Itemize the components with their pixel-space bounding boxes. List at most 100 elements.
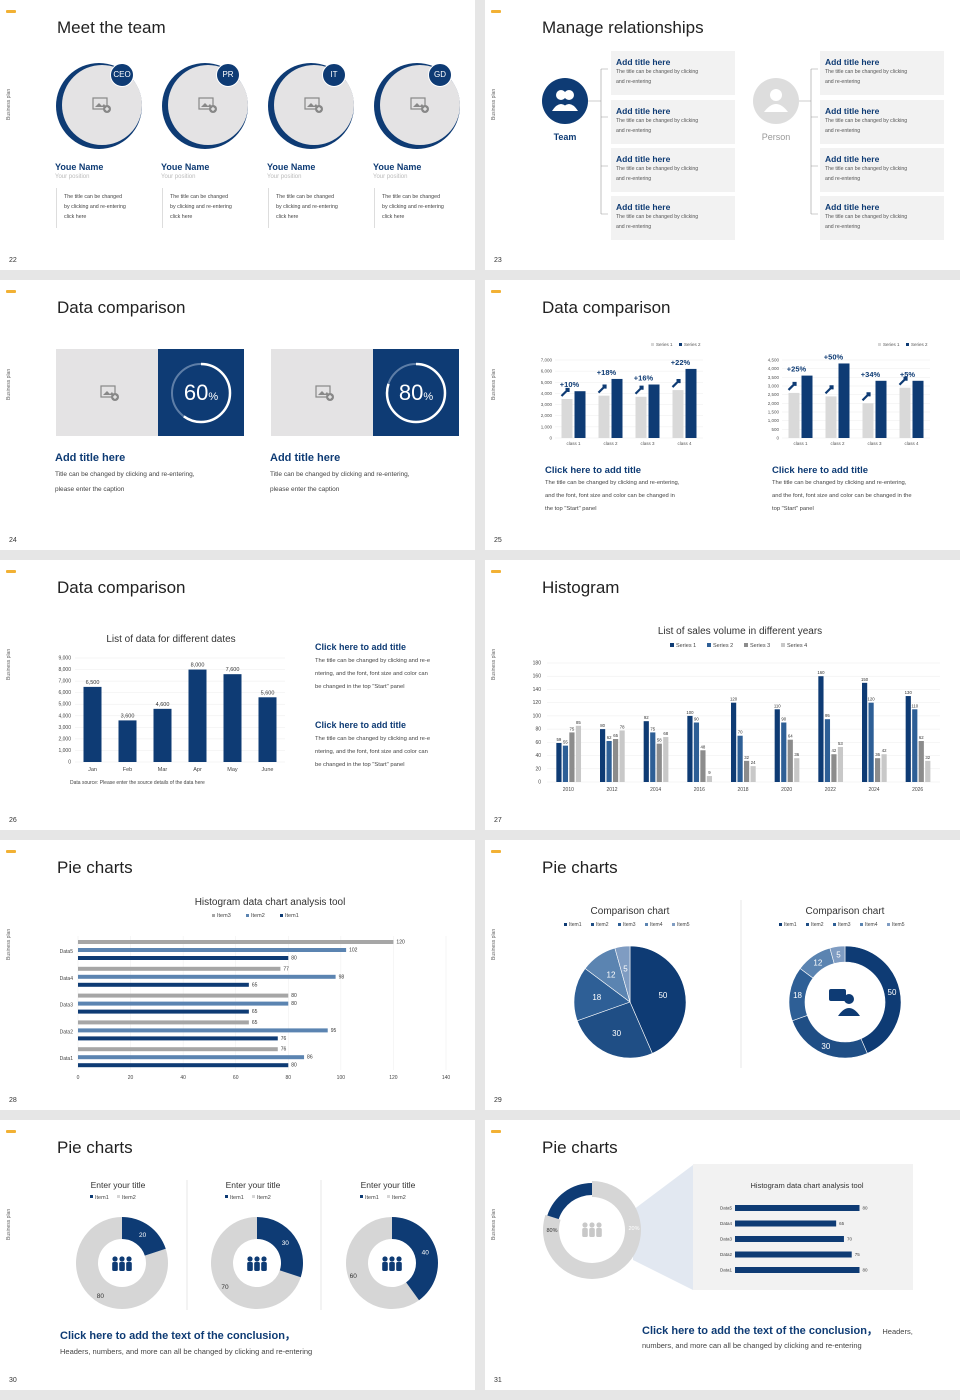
card-text: and re-entering [616,224,652,230]
relationship-card[interactable]: Add title here The title can be changed b… [820,100,944,144]
value-number: 80 [398,380,424,405]
relationship-card[interactable]: Add title here The title can be changed b… [611,196,735,240]
data-label: 7,600 [226,667,240,673]
bar-series-2 [912,709,918,782]
data-label: 100 [686,710,694,715]
caption-text: ntering, and the font, font size and col… [315,671,428,677]
slide-28[interactable]: Business plan Pie charts 28 Histogram da… [0,840,475,1110]
tick-label: 8,000 [58,667,71,673]
growth-label: +5% [900,370,916,379]
caption-heading[interactable]: Click here to add title [315,642,407,652]
slide-30[interactable]: Business plan Pie charts 30 Enter your t… [0,1120,475,1390]
data-label: 42 [832,748,837,753]
member-name: Youe Name [55,162,104,172]
card-text: The title can be changed by clicking [616,69,699,75]
bar-charts: Series 1 Series 2 0 1,000 2,000 3,000 4,000 5,0… [541,342,930,446]
slide-24[interactable]: Business plan Data comparison 24 60% Add … [0,280,475,550]
relationship-card[interactable]: Add title here The title can be changed b… [820,148,944,192]
slide-27[interactable]: Business plan Histogram 27 List of sales… [485,560,960,830]
caption-heading[interactable]: Click here to add title [545,465,642,476]
tick-label: 2,500 [768,392,780,397]
slice-label: 50 [658,991,667,1000]
legend-label: Series 4 [787,643,807,649]
slide-23[interactable]: Business plan Manage relationships 23 Te… [485,0,960,270]
category-label: 2024 [868,787,879,793]
bar-item1 [78,1063,289,1068]
page-number: 22 [9,257,17,264]
bar-item1 [78,982,249,987]
slide-22[interactable]: Business plan Meet the team 22 CEO Youe N… [0,0,475,270]
description-line: The title can be changed [276,194,335,200]
people-icon-head [112,1256,118,1262]
data-label: 95 [331,1028,337,1034]
legend-swatch [90,1195,93,1198]
side-label: Business plan [6,88,12,120]
card-text: and re-entering [825,224,861,230]
card-text: The title can be changed by clicking [825,118,908,124]
pie-slice [829,945,846,964]
relationship-card[interactable]: Add title here The title can be changed b… [820,196,944,240]
bar-series-2 [574,391,586,438]
people-icon-head [596,1222,602,1228]
data-label: 65 [839,1221,845,1226]
relationship-card[interactable]: Add title here The title can be changed b… [611,148,735,192]
divider [56,188,57,228]
bar-series-2 [824,719,831,782]
member-name: Youe Name [373,162,422,172]
relationship-card[interactable]: Add title here The title can be changed b… [820,51,944,95]
legend-swatch [878,343,881,346]
growth-label: +16% [634,374,654,383]
conclusion-text[interactable]: Click here to add the text of the conclu… [60,1330,296,1342]
team-label: Team [553,132,577,142]
card-text: The title can be changed by clicking [825,214,908,220]
slide-29[interactable]: Business plan Pie charts 29 Comparison c… [485,840,960,1110]
bar-series-4 [619,730,625,782]
image-placeholder-icon [92,97,111,113]
slide-26[interactable]: Business plan Data comparison 26 List of… [0,560,475,830]
description-line: by clicking and re-entering [382,204,444,210]
bar-series-2 [875,380,887,438]
data-label: 6,500 [86,680,100,686]
card-text: The title can be changed by clicking [616,166,699,172]
caption-heading[interactable]: Click here to add title [315,720,407,730]
relationship-card[interactable]: Add title here The title can be changed b… [611,51,735,95]
page-number: 28 [9,1097,17,1104]
category-label: Data5 [60,949,74,955]
slice-label: 30 [612,1029,621,1038]
category-label: 2018 [737,787,748,793]
tick-label: 1,500 [768,410,780,415]
people-icon-head [582,1222,588,1228]
tick-label: 0 [549,436,552,441]
tick-label: 40 [180,1075,186,1081]
relationship-card[interactable]: Add title here The title can be changed b… [611,100,735,144]
legend-swatch [246,914,249,917]
card-title: Add title here [825,106,880,116]
legend-label: Series 1 [883,342,900,347]
data-label: 5,600 [261,690,275,696]
image-placeholder-icon [198,97,217,113]
people-icon [247,1256,267,1271]
image-placeholder-icon [304,97,323,113]
card-text: The title can be changed by clicking [616,118,699,124]
card-title: Add title here [616,57,671,67]
slide-25[interactable]: Business plan Data comparison 25 Series … [485,280,960,550]
category-label: Data1 [720,1268,733,1273]
tick-label: 0 [776,436,779,441]
bar-series-1 [561,399,573,438]
logo [491,10,501,13]
data-label: 20 [139,1232,147,1239]
legend-swatch [670,643,674,647]
description-line: click here [382,214,405,220]
legend-swatch [212,914,215,917]
people-icon-head [119,1256,125,1262]
legend-label: Item1 [230,1195,244,1201]
data-label: 70 [847,1237,853,1242]
conclusion-text[interactable]: Click here to add the text of the conclu… [642,1325,878,1337]
bar-series-4 [706,776,713,782]
slide-31[interactable]: Business plan Pie charts 31 80% 20% Histog… [485,1120,960,1390]
bar-series-4 [881,754,887,782]
caption-heading[interactable]: Click here to add title [772,465,869,476]
bar-series-3 [656,743,662,782]
data-label: 92 [644,715,649,720]
category-label: Data2 [60,1029,74,1035]
